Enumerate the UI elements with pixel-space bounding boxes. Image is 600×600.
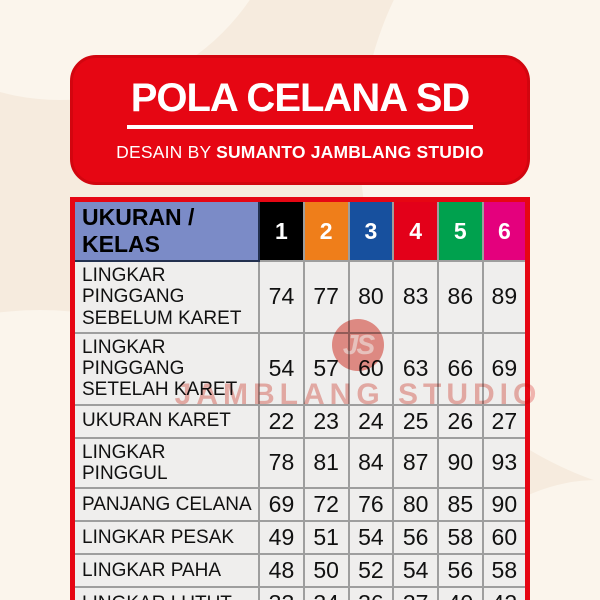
value-cell: 80 (392, 487, 439, 523)
size-column-header: 3 (347, 198, 395, 262)
value-cell: 69 (258, 487, 305, 523)
value-cell: 23 (302, 403, 350, 439)
value-cell: 84 (347, 436, 395, 490)
value-cell: 40 (436, 586, 484, 600)
value-cell: 86 (436, 260, 484, 334)
corner-header-cell: UKURAN / KELAS (71, 198, 261, 262)
byline-prefix: DESAIN BY (116, 141, 217, 162)
table-row: LINGKAR PAHA 48 50 52 54 56 58 (71, 553, 529, 589)
value-cell: 83 (392, 260, 439, 334)
value-cell: 56 (436, 553, 484, 589)
value-cell: 57 (302, 331, 350, 406)
value-cell: 24 (347, 403, 395, 439)
value-cell: 63 (392, 331, 439, 406)
row-label-cell: LINGKAR PAHA (71, 553, 261, 589)
value-cell: 37 (392, 586, 439, 600)
value-cell: 85 (436, 487, 484, 523)
value-cell: 60 (481, 520, 529, 556)
value-cell: 52 (347, 553, 395, 589)
row-label-cell: PANJANG CELANA (71, 487, 261, 523)
value-cell: 80 (347, 260, 395, 334)
byline: DESAIN BY SUMANTO JAMBLANG STUDIO (116, 142, 484, 163)
value-cell: 50 (302, 553, 350, 589)
row-label-cell: LINGKAR PESAK (71, 520, 261, 556)
value-cell: 74 (258, 260, 305, 334)
value-cell: 66 (436, 331, 484, 406)
value-cell: 49 (258, 520, 305, 556)
table-row: LINGKAR PESAK 49 51 54 56 58 60 (71, 520, 529, 556)
table-row: LINGKAR PINGGUL 78 81 84 87 90 93 (71, 436, 529, 490)
value-cell: 69 (481, 331, 529, 406)
value-cell: 33 (258, 586, 305, 600)
table-row: UKURAN KARET 22 23 24 25 26 27 (71, 403, 529, 439)
value-cell: 72 (302, 487, 350, 523)
row-label-cell: LINGKAR PINGGANG SEBELUM KARET (71, 260, 261, 334)
value-cell: 34 (302, 586, 350, 600)
poster-title: POLA CELANA SD (126, 78, 474, 129)
value-cell: 48 (258, 553, 305, 589)
value-cell: 90 (436, 436, 484, 490)
size-column-header: 4 (392, 198, 439, 262)
table-row: PANJANG CELANA 69 72 76 80 85 90 (71, 487, 529, 523)
value-cell: 58 (436, 520, 484, 556)
value-cell: 22 (258, 403, 305, 439)
value-cell: 81 (302, 436, 350, 490)
value-cell: 89 (481, 260, 529, 334)
value-cell: 26 (436, 403, 484, 439)
size-column-header: 1 (258, 198, 305, 262)
size-column-header: 6 (481, 198, 529, 262)
value-cell: 93 (481, 436, 529, 490)
value-cell: 36 (347, 586, 395, 600)
value-cell: 78 (258, 436, 305, 490)
table-row: LINGKAR LUTUT333436374042 (71, 586, 529, 600)
size-column-header: 2 (302, 198, 350, 262)
value-cell: 51 (302, 520, 350, 556)
table-row: LINGKAR PINGGANG SEBELUM KARET 74 77 80 83 86… (71, 260, 529, 334)
value-cell: 25 (392, 403, 439, 439)
value-cell: 54 (258, 331, 305, 406)
size-column-header: 5 (436, 198, 484, 262)
value-cell: 54 (347, 520, 395, 556)
row-label-cell: UKURAN KARET (71, 403, 261, 439)
value-cell: 54 (392, 553, 439, 589)
value-cell: 27 (481, 403, 529, 439)
byline-studio-name: SUMANTO JAMBLANG STUDIO (216, 141, 484, 162)
value-cell: 60 (347, 331, 395, 406)
value-cell: 56 (392, 520, 439, 556)
row-label-cell: LINGKAR PINGGANG SETELAH KARET (71, 331, 261, 406)
value-cell: 76 (347, 487, 395, 523)
row-label-cell: LINGKAR PINGGUL (71, 436, 261, 490)
table-row: LINGKAR PINGGANG SETELAH KARET 54 57 60 63 66… (71, 331, 529, 406)
title-card: POLA CELANA SD DESAIN BY SUMANTO JAMBLAN… (70, 55, 530, 185)
value-cell: 90 (481, 487, 529, 523)
value-cell: 58 (481, 553, 529, 589)
row-label-cell: LINGKAR LUTUT (71, 586, 261, 600)
value-cell: 87 (392, 436, 439, 490)
value-cell: 77 (302, 260, 350, 334)
value-cell: 42 (481, 586, 529, 600)
